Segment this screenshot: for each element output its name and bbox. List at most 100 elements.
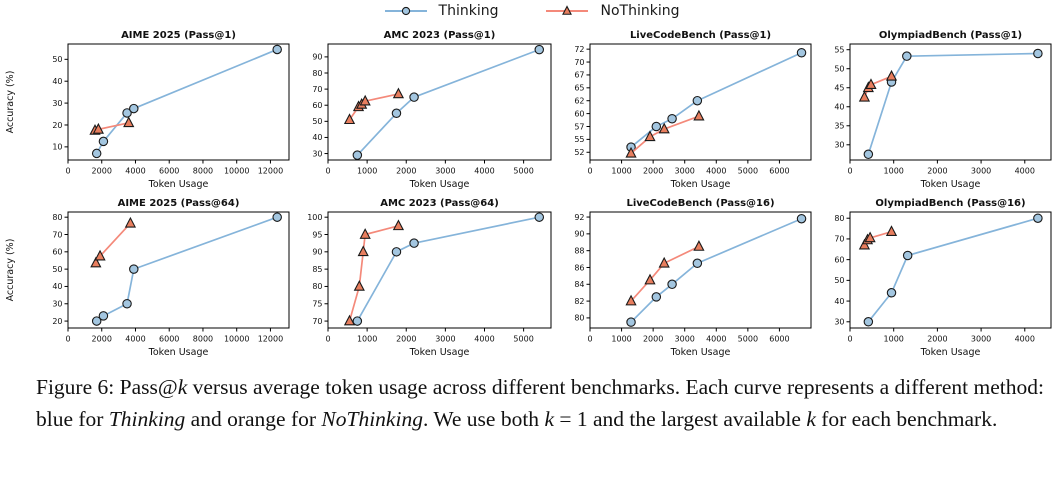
nothinking-point: [858, 90, 871, 102]
chart-title: OlympiadBench (Pass@16): [875, 198, 1025, 209]
chart-livecodebench-pass16: LiveCodeBench (Pass@16) 0 1000 2000 3000 4000…: [574, 198, 812, 358]
x-tick-label: 2000: [92, 335, 112, 344]
y-tick-label: 60: [312, 101, 322, 110]
y-tick-label: 50: [834, 276, 844, 285]
thinking-point: [863, 317, 874, 327]
nothinking-point: [858, 238, 871, 250]
thinking-point: [886, 288, 897, 298]
x-tick-label: 0: [587, 335, 592, 344]
axes-box: [67, 43, 290, 161]
thinking-line: [356, 216, 541, 322]
thinking-point: [272, 212, 282, 222]
thinking-point: [1033, 213, 1043, 223]
caption-segment: for each benchmark.: [815, 406, 998, 431]
y-tick-label: 70: [52, 230, 62, 239]
y-tick-label: 57: [574, 122, 584, 131]
y-tick-label: 40: [834, 297, 844, 306]
y-axis-label: Accuracy (%): [5, 71, 16, 134]
x-tick-label: 4000: [706, 335, 726, 344]
y-tick-label: 50: [834, 65, 844, 74]
x-axis-label: Token Usage: [670, 179, 731, 190]
x-tick-label: 1000: [884, 167, 904, 176]
y-tick-label: 67: [574, 71, 584, 80]
x-tick-label: 4000: [706, 167, 726, 176]
legend-marker: [562, 5, 573, 15]
x-axis-label: Token Usage: [920, 179, 981, 190]
y-tick-label: 75: [312, 300, 322, 309]
x-tick-label: 3000: [675, 167, 695, 176]
y-tick-label: 70: [574, 58, 584, 67]
chart-title: LiveCodeBench (Pass@1): [630, 30, 771, 41]
legend-item-thinking: Thinking: [383, 3, 498, 19]
nothinking-point: [693, 109, 705, 121]
y-tick-label: 10: [52, 143, 62, 152]
y-tick-label: 80: [834, 214, 844, 223]
y-tick-label: 70: [834, 235, 844, 244]
nothinking-point: [392, 219, 405, 231]
x-tick-label: 3000: [971, 167, 991, 176]
chart-olympiadbench-pass1: OlympiadBench (Pass@1) 0 1000 2000 3000 4000 3…: [834, 30, 1052, 190]
chart-amc2023-pass64: AMC 2023 (Pass@64) 0 1000 2000 3000 4000 5000 7…: [307, 198, 552, 358]
x-tick-label: 10000: [224, 167, 249, 176]
thinking-point: [352, 150, 363, 160]
y-tick-label: 55: [574, 135, 584, 144]
x-tick-label: 1000: [357, 167, 377, 176]
nothinking-point: [864, 231, 876, 243]
x-tick-label: 2000: [927, 167, 947, 176]
x-tick-label: 2000: [396, 167, 416, 176]
x-tick-label: 0: [587, 167, 592, 176]
x-tick-label: 1000: [611, 335, 631, 344]
thinking-point: [98, 311, 109, 321]
nothinking-point: [644, 130, 656, 142]
y-tick-label: 95: [312, 230, 322, 239]
thinking-line: [95, 48, 279, 155]
y-tick-label: 90: [312, 248, 322, 257]
thinking-point: [409, 92, 419, 102]
nothinking-line: [630, 115, 700, 155]
x-tick-label: 3000: [971, 335, 991, 344]
caption-segment: . We use both: [422, 406, 545, 431]
y-tick-label: 60: [574, 109, 584, 118]
x-tick-label: 2000: [927, 335, 947, 344]
x-tick-label: 4000: [474, 335, 494, 344]
thinking-legend-marker-icon: [384, 6, 427, 16]
thinking-point: [352, 316, 363, 326]
y-tick-label: 30: [52, 300, 62, 309]
thinking-point: [98, 136, 109, 147]
chart-aime2025-pass1: AIME 2025 (Pass@1) 0 2000 4000 6000 8000 10000…: [5, 30, 290, 190]
chart-grid: AIME 2025 (Pass@1) 0 2000 4000 6000 8000 10000…: [0, 27, 1062, 363]
thinking-point: [129, 103, 139, 114]
legend-marker: [401, 6, 410, 16]
axes-box: [327, 43, 552, 161]
caption-segment: and orange for: [185, 406, 322, 431]
y-tick-label: 30: [834, 141, 844, 150]
figure-caption: Figure 6: Pass@k versus average token us…: [36, 372, 1044, 435]
caption-segment: NoThinking: [321, 406, 423, 431]
thinking-point: [534, 44, 545, 55]
y-tick-label: 50: [312, 117, 322, 126]
nothinking-legend-marker-icon: [546, 5, 589, 15]
x-tick-label: 4000: [1015, 167, 1035, 176]
x-tick-label: 0: [325, 335, 330, 344]
nothinking-point: [94, 249, 106, 261]
x-tick-label: 8000: [193, 167, 213, 176]
y-tick-label: 30: [312, 149, 322, 158]
y-tick-label: 30: [52, 99, 62, 108]
caption-segment: k: [544, 406, 554, 431]
x-tick-label: 0: [65, 335, 70, 344]
thinking-point: [692, 95, 703, 106]
y-tick-label: 72: [574, 45, 584, 54]
chart-row-pass1: AIME 2025 (Pass@1) 0 2000 4000 6000 8000 10000…: [0, 27, 1062, 195]
thinking-point: [626, 317, 636, 327]
x-tick-label: 0: [847, 335, 852, 344]
x-axis-label: Token Usage: [148, 179, 209, 190]
caption-segment: k: [806, 406, 816, 431]
nothinking-point: [693, 240, 705, 251]
nothinking-point: [392, 87, 405, 99]
y-tick-label: 80: [312, 69, 322, 78]
y-tick-label: 90: [574, 230, 584, 239]
legend-label-nothinking: NoThinking: [600, 3, 680, 19]
thinking-point: [651, 292, 662, 302]
chart-title: LiveCodeBench (Pass@16): [626, 198, 774, 209]
x-tick-label: 6000: [159, 167, 179, 176]
